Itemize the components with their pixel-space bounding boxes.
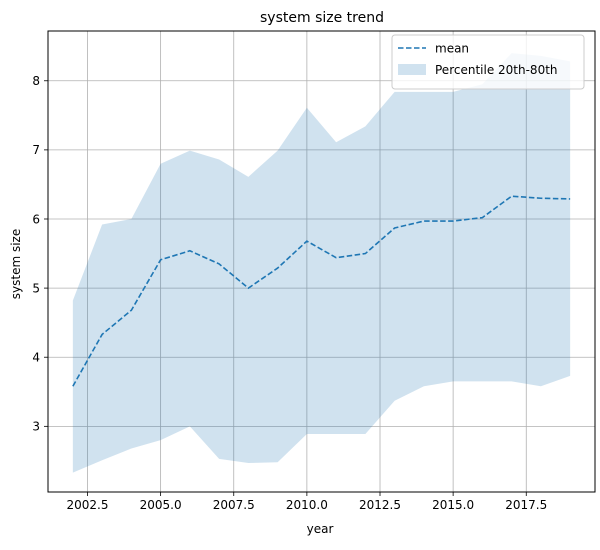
- y-tick-label: 3: [32, 420, 40, 434]
- y-tick-label: 7: [32, 143, 40, 157]
- x-tick-label: 2007.5: [213, 498, 255, 512]
- y-tick-label: 8: [32, 74, 40, 88]
- x-tick-label: 2010.0: [286, 498, 328, 512]
- y-tick-label: 6: [32, 212, 40, 226]
- y-tick-label: 4: [32, 351, 40, 365]
- legend-mean-label: mean: [435, 42, 469, 56]
- y-axis-label: system size: [9, 229, 23, 299]
- x-tick-label: 2002.5: [66, 498, 108, 512]
- x-tick-label: 2015.0: [432, 498, 474, 512]
- x-tick-label: 2012.5: [359, 498, 401, 512]
- legend: mean Percentile 20th-80th: [392, 35, 584, 89]
- legend-percentile-swatch: [398, 64, 426, 75]
- legend-box: [392, 35, 584, 89]
- y-tick-label: 5: [32, 281, 40, 295]
- legend-percentile-label: Percentile 20th-80th: [435, 63, 558, 77]
- x-tick-label: 2005.0: [140, 498, 182, 512]
- x-tick-label: 2017.5: [505, 498, 547, 512]
- chart-title: system size trend: [260, 10, 384, 26]
- x-axis-label: year: [307, 522, 334, 536]
